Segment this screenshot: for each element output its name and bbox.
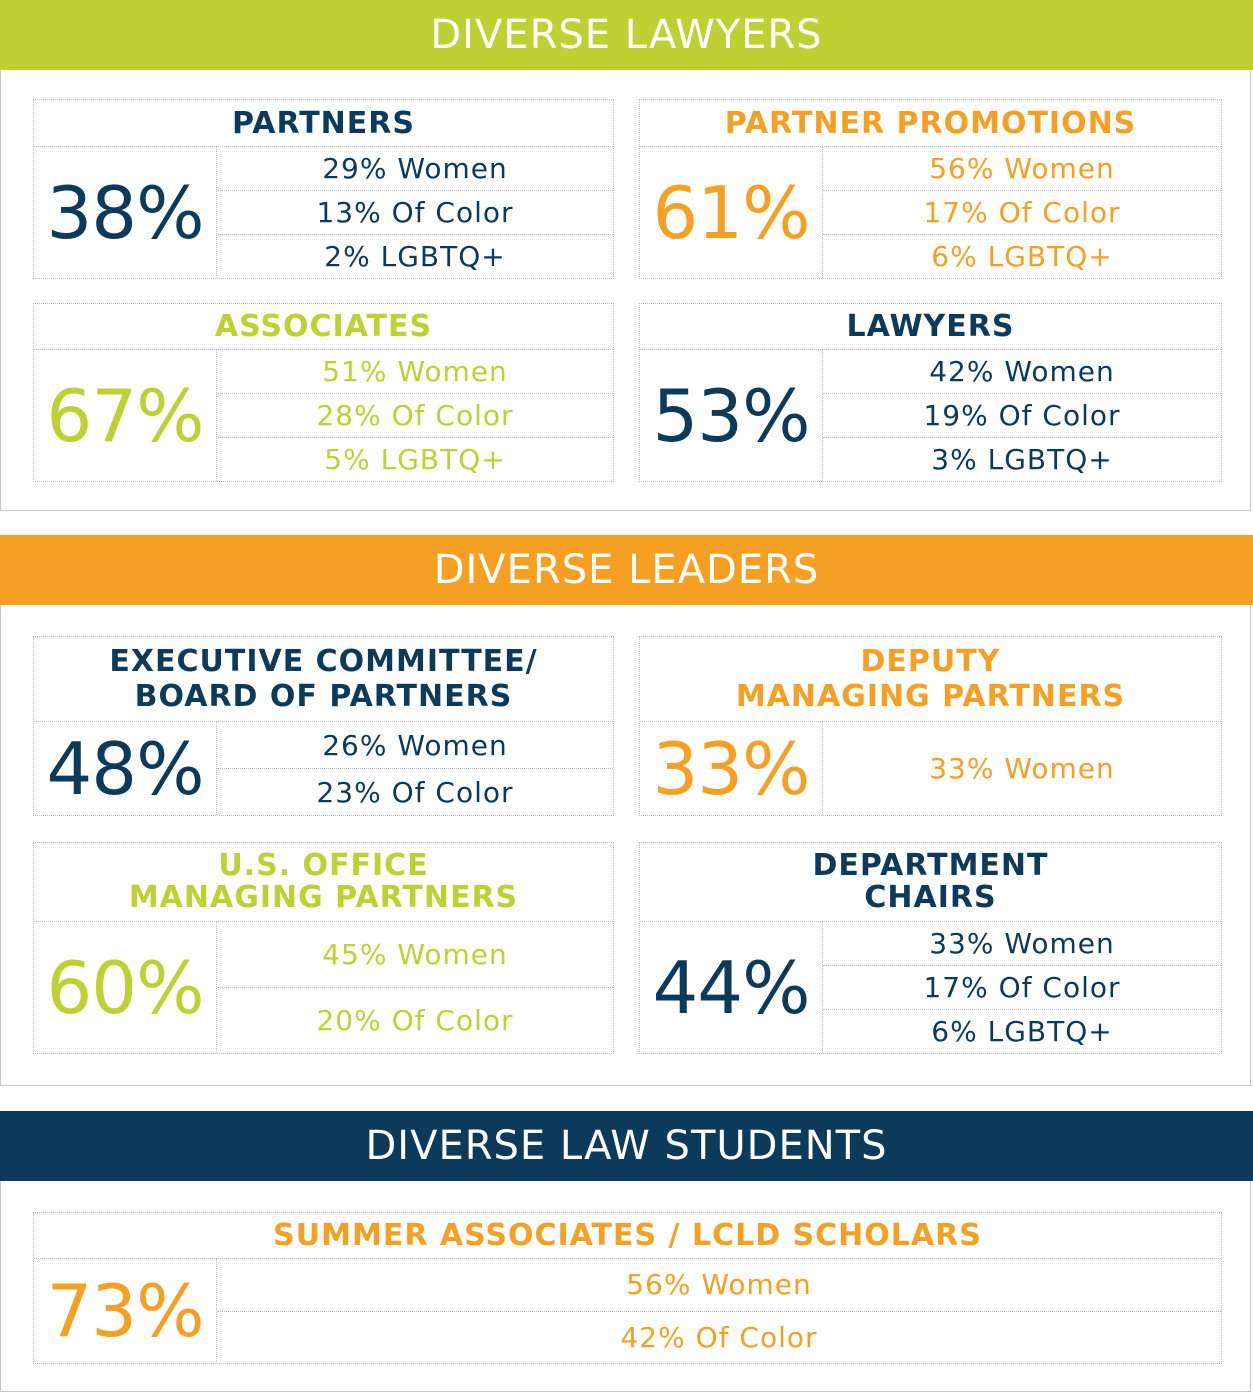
partners-of-color: 13% Of Color [217, 191, 613, 235]
associates-card: ASSOCIATES 67% 51% Women 28% Of Color 5%… [33, 303, 614, 482]
department-chairs-women: 33% Women [823, 922, 1221, 966]
department-chairs-total: 44% [640, 922, 823, 1053]
partner-promotions-card: PARTNER PROMOTIONS 61% 56% Women 17% Of … [639, 99, 1222, 279]
department-chairs-heading-line1: DEPARTMENT [812, 848, 1049, 883]
deputy-managing-partners-breakdown: 33% Women [823, 722, 1221, 815]
executive-committee-breakdown: 26% Women 23% Of Color [217, 722, 613, 815]
diverse-leaders-banner: DIVERSE LEADERS [0, 535, 1253, 605]
office-managing-partners-heading: U.S. OFFICE MANAGING PARTNERS [34, 843, 613, 922]
executive-committee-heading: EXECUTIVE COMMITTEE/ BOARD OF PARTNERS [34, 637, 613, 722]
diverse-lawyers-panel [0, 70, 1251, 511]
partner-promotions-heading: PARTNER PROMOTIONS [640, 100, 1221, 147]
partners-card: PARTNERS 38% 29% Women 13% Of Color 2% L… [33, 99, 614, 279]
associates-breakdown: 51% Women 28% Of Color 5% LGBTQ+ [217, 350, 613, 481]
partner-promotions-total: 61% [640, 147, 823, 278]
executive-committee-card: EXECUTIVE COMMITTEE/ BOARD OF PARTNERS 4… [33, 636, 614, 816]
partner-promotions-of-color: 17% Of Color [823, 191, 1221, 235]
executive-committee-women: 26% Women [217, 722, 613, 769]
deputy-managing-partners-heading-line2: MANAGING PARTNERS [735, 679, 1126, 714]
diverse-leaders-title: DIVERSE LEADERS [433, 547, 820, 593]
office-managing-partners-women: 45% Women [217, 922, 613, 988]
diverse-lawyers-title: DIVERSE LAWYERS [430, 12, 823, 58]
deputy-managing-partners-card: DEPUTY MANAGING PARTNERS 33% 33% Women [639, 636, 1222, 816]
partner-promotions-heading-text: PARTNER PROMOTIONS [724, 105, 1137, 141]
department-chairs-heading-line2: CHAIRS [864, 880, 997, 915]
executive-committee-total: 48% [34, 722, 217, 815]
associates-heading: ASSOCIATES [34, 304, 613, 350]
department-chairs-breakdown: 33% Women 17% Of Color 6% LGBTQ+ [823, 922, 1221, 1053]
lawyers-women: 42% Women [823, 350, 1221, 394]
lawyers-heading: LAWYERS [640, 304, 1221, 350]
executive-committee-heading-line1: EXECUTIVE COMMITTEE/ [109, 644, 538, 679]
department-chairs-lgbtq: 6% LGBTQ+ [931, 1015, 1113, 1048]
partners-heading-text: PARTNERS [232, 105, 415, 141]
deputy-managing-partners-heading: DEPUTY MANAGING PARTNERS [640, 637, 1221, 722]
associates-heading-text: ASSOCIATES [214, 309, 433, 344]
partners-women: 29% Women [217, 147, 613, 191]
partners-total: 38% [34, 147, 217, 278]
executive-committee-heading-line2: BOARD OF PARTNERS [134, 679, 513, 714]
summer-associates-total: 73% [34, 1259, 217, 1363]
deputy-managing-partners-total: 33% [640, 722, 823, 815]
lawyers-lgbtq: 3% LGBTQ+ [931, 443, 1113, 476]
lawyers-total: 53% [640, 350, 823, 481]
associates-total: 67% [34, 350, 217, 481]
diverse-law-students-title: DIVERSE LAW STUDENTS [365, 1123, 888, 1169]
deputy-managing-partners-heading-line1: DEPUTY [860, 644, 1001, 679]
associates-of-color: 28% Of Color [217, 394, 613, 438]
office-managing-partners-breakdown: 45% Women 20% Of Color [217, 922, 613, 1053]
associates-lgbtq: 5% LGBTQ+ [324, 443, 506, 476]
summer-associates-heading-text: SUMMER ASSOCIATES / LCLD SCHOLARS [273, 1218, 982, 1253]
partners-breakdown: 29% Women 13% Of Color 2% LGBTQ+ [217, 147, 613, 278]
summer-associates-women: 56% Women [217, 1259, 1221, 1312]
summer-associates-of-color: 42% Of Color [620, 1320, 818, 1354]
diverse-lawyers-banner: DIVERSE LAWYERS [0, 0, 1253, 70]
office-managing-partners-heading-line2: MANAGING PARTNERS [128, 880, 519, 915]
department-chairs-of-color: 17% Of Color [823, 966, 1221, 1010]
department-chairs-card: DEPARTMENT CHAIRS 44% 33% Women 17% Of C… [639, 842, 1222, 1054]
office-managing-partners-heading-line1: U.S. OFFICE [218, 848, 429, 883]
partners-heading: PARTNERS [34, 100, 613, 147]
summer-associates-breakdown: 56% Women 42% Of Color [217, 1259, 1221, 1363]
office-managing-partners-of-color: 20% Of Color [316, 1004, 514, 1037]
diverse-leaders-panel [0, 605, 1251, 1086]
lawyers-heading-text: LAWYERS [846, 309, 1015, 344]
office-managing-partners-card: U.S. OFFICE MANAGING PARTNERS 60% 45% Wo… [33, 842, 614, 1054]
lawyers-of-color: 19% Of Color [823, 394, 1221, 438]
office-managing-partners-total: 60% [34, 922, 217, 1053]
associates-women: 51% Women [217, 350, 613, 394]
deputy-managing-partners-women: 33% Women [929, 752, 1115, 785]
department-chairs-heading: DEPARTMENT CHAIRS [640, 843, 1221, 922]
lawyers-card: LAWYERS 53% 42% Women 19% Of Color 3% LG… [639, 303, 1222, 482]
summer-associates-card: SUMMER ASSOCIATES / LCLD SCHOLARS 73% 56… [33, 1212, 1222, 1364]
lawyers-breakdown: 42% Women 19% Of Color 3% LGBTQ+ [823, 350, 1221, 481]
summer-associates-heading: SUMMER ASSOCIATES / LCLD SCHOLARS [34, 1213, 1221, 1259]
partner-promotions-breakdown: 56% Women 17% Of Color 6% LGBTQ+ [823, 147, 1221, 278]
executive-committee-of-color: 23% Of Color [316, 775, 514, 809]
partners-lgbtq: 2% LGBTQ+ [324, 240, 506, 273]
diverse-law-students-banner: DIVERSE LAW STUDENTS [0, 1111, 1253, 1181]
partner-promotions-women: 56% Women [823, 147, 1221, 191]
partner-promotions-lgbtq: 6% LGBTQ+ [931, 240, 1113, 273]
